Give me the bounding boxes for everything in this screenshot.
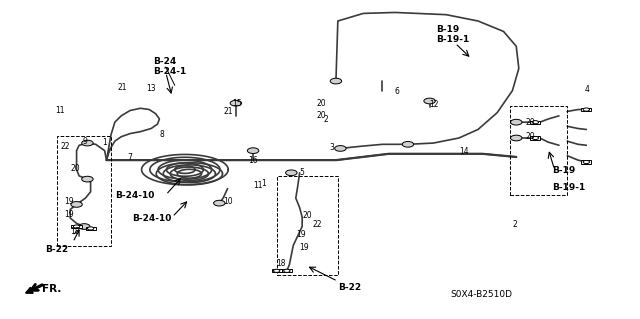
Circle shape <box>230 100 242 106</box>
Circle shape <box>273 269 280 272</box>
Text: B-22: B-22 <box>45 245 68 254</box>
Circle shape <box>74 225 80 228</box>
Text: 19: 19 <box>64 197 74 206</box>
Circle shape <box>511 119 522 125</box>
Text: 20: 20 <box>317 99 326 108</box>
Text: 9: 9 <box>83 137 88 146</box>
Text: 4: 4 <box>584 85 589 94</box>
Circle shape <box>402 141 413 147</box>
Circle shape <box>82 140 93 146</box>
Circle shape <box>330 78 342 84</box>
Circle shape <box>88 227 94 230</box>
Text: B-19
B-19-1: B-19 B-19-1 <box>436 25 469 44</box>
Text: 14: 14 <box>459 147 468 156</box>
Text: 20: 20 <box>317 111 326 120</box>
Circle shape <box>71 202 83 207</box>
Text: 21: 21 <box>117 83 127 92</box>
Text: B-24-10: B-24-10 <box>132 213 172 222</box>
FancyBboxPatch shape <box>531 137 540 140</box>
Text: 16: 16 <box>248 156 259 165</box>
Circle shape <box>82 176 93 182</box>
Text: 2: 2 <box>513 220 517 229</box>
Text: 7: 7 <box>127 153 132 162</box>
Text: 20: 20 <box>525 132 535 141</box>
Text: 1: 1 <box>102 137 107 147</box>
Circle shape <box>335 145 346 151</box>
Text: 1: 1 <box>261 179 266 188</box>
Text: 13: 13 <box>147 84 156 93</box>
Circle shape <box>424 98 435 104</box>
Text: 3: 3 <box>330 143 335 152</box>
Circle shape <box>79 224 90 229</box>
Text: 18: 18 <box>276 259 286 268</box>
Text: 22: 22 <box>312 220 322 229</box>
Text: B-19-1: B-19-1 <box>552 183 586 192</box>
FancyBboxPatch shape <box>72 225 82 228</box>
Text: 20: 20 <box>525 118 535 127</box>
Text: 20: 20 <box>302 211 312 220</box>
Text: 15: 15 <box>232 99 242 108</box>
Text: 8: 8 <box>159 130 164 139</box>
FancyBboxPatch shape <box>531 121 540 124</box>
Text: 2: 2 <box>323 115 328 124</box>
Circle shape <box>532 137 539 140</box>
Text: 12: 12 <box>429 100 439 109</box>
Text: 6: 6 <box>394 87 399 96</box>
Text: 10: 10 <box>223 197 233 206</box>
Text: B-22: B-22 <box>338 283 361 292</box>
Bar <box>510 106 567 195</box>
FancyBboxPatch shape <box>271 269 282 272</box>
Text: 5: 5 <box>300 168 305 177</box>
FancyBboxPatch shape <box>86 227 96 230</box>
Text: B-19: B-19 <box>552 166 576 175</box>
Text: 19: 19 <box>300 243 309 252</box>
Text: 18: 18 <box>70 227 80 236</box>
Text: 19: 19 <box>296 230 305 239</box>
Circle shape <box>285 170 297 176</box>
FancyBboxPatch shape <box>282 269 292 272</box>
Bar <box>58 136 111 246</box>
FancyBboxPatch shape <box>581 160 591 164</box>
Circle shape <box>284 269 290 272</box>
Text: 21: 21 <box>223 107 233 116</box>
Text: 22: 22 <box>60 142 70 151</box>
Circle shape <box>583 108 589 111</box>
Text: 11: 11 <box>253 181 262 190</box>
Circle shape <box>583 160 589 164</box>
Text: FR.: FR. <box>42 284 61 293</box>
Circle shape <box>247 148 259 153</box>
Circle shape <box>511 135 522 141</box>
Circle shape <box>532 121 539 124</box>
Text: S0X4-B2510D: S0X4-B2510D <box>451 290 513 299</box>
Text: B-24
B-24-1: B-24 B-24-1 <box>153 56 186 76</box>
Text: 20: 20 <box>70 164 80 173</box>
Text: 11: 11 <box>56 106 65 115</box>
Text: B-24-10: B-24-10 <box>115 191 154 200</box>
FancyBboxPatch shape <box>581 108 591 111</box>
Bar <box>276 176 338 275</box>
Text: 19: 19 <box>64 210 74 219</box>
Circle shape <box>214 200 225 206</box>
